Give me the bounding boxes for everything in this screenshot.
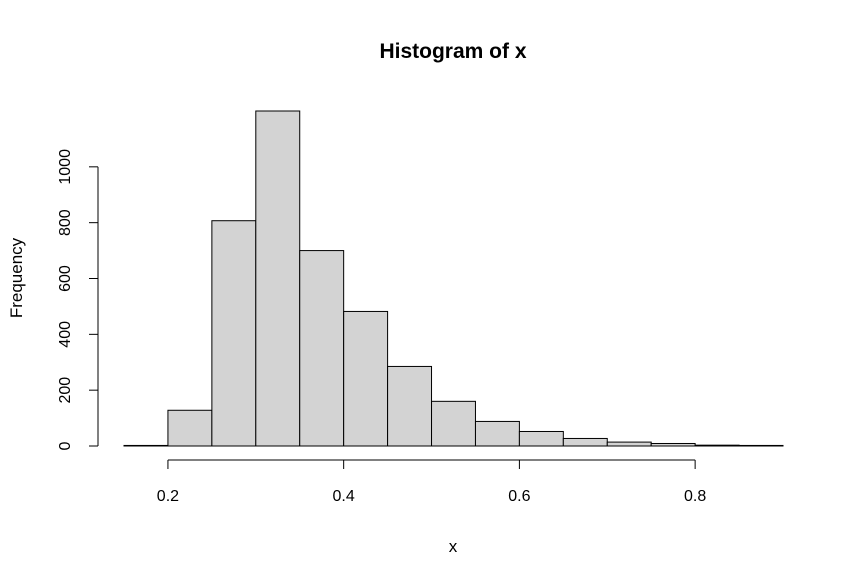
x-axis: 0.2 0.4 0.6 0.8 bbox=[157, 459, 706, 505]
histogram-bar bbox=[211, 220, 257, 447]
x-tick-label: 0.4 bbox=[333, 488, 355, 505]
histogram-bar bbox=[431, 400, 476, 447]
histogram-bar bbox=[299, 250, 345, 447]
bars-group bbox=[123, 110, 784, 447]
x-tick-label: 0.6 bbox=[508, 488, 530, 505]
y-axis: 0 200 400 600 800 1000 bbox=[57, 149, 99, 450]
histogram-bar bbox=[694, 444, 740, 447]
histogram-bar bbox=[343, 310, 389, 447]
histogram-bar bbox=[123, 444, 169, 447]
x-tick-label: 0.2 bbox=[157, 488, 179, 505]
x-tick-label: 0.8 bbox=[684, 488, 706, 505]
y-tick-label: 1000 bbox=[57, 149, 74, 185]
y-tick-label: 400 bbox=[57, 321, 74, 348]
histogram-bar bbox=[387, 365, 433, 447]
chart-title: Histogram of x bbox=[379, 40, 526, 63]
y-tick-label: 800 bbox=[57, 209, 74, 236]
histogram-bar bbox=[167, 409, 213, 447]
histogram-bar bbox=[255, 110, 301, 447]
y-tick-label: 200 bbox=[57, 377, 74, 404]
histogram-bar bbox=[518, 430, 564, 447]
histogram-bar bbox=[474, 420, 520, 447]
histogram-bar bbox=[650, 442, 696, 447]
histogram-bar bbox=[562, 437, 608, 447]
y-tick-label: 0 bbox=[57, 441, 74, 450]
histogram-bar bbox=[606, 441, 652, 447]
y-tick-label: 600 bbox=[57, 265, 74, 292]
y-axis-label: Frequency bbox=[7, 237, 26, 318]
x-axis-label: x bbox=[449, 537, 458, 556]
histogram-bar bbox=[738, 444, 784, 447]
